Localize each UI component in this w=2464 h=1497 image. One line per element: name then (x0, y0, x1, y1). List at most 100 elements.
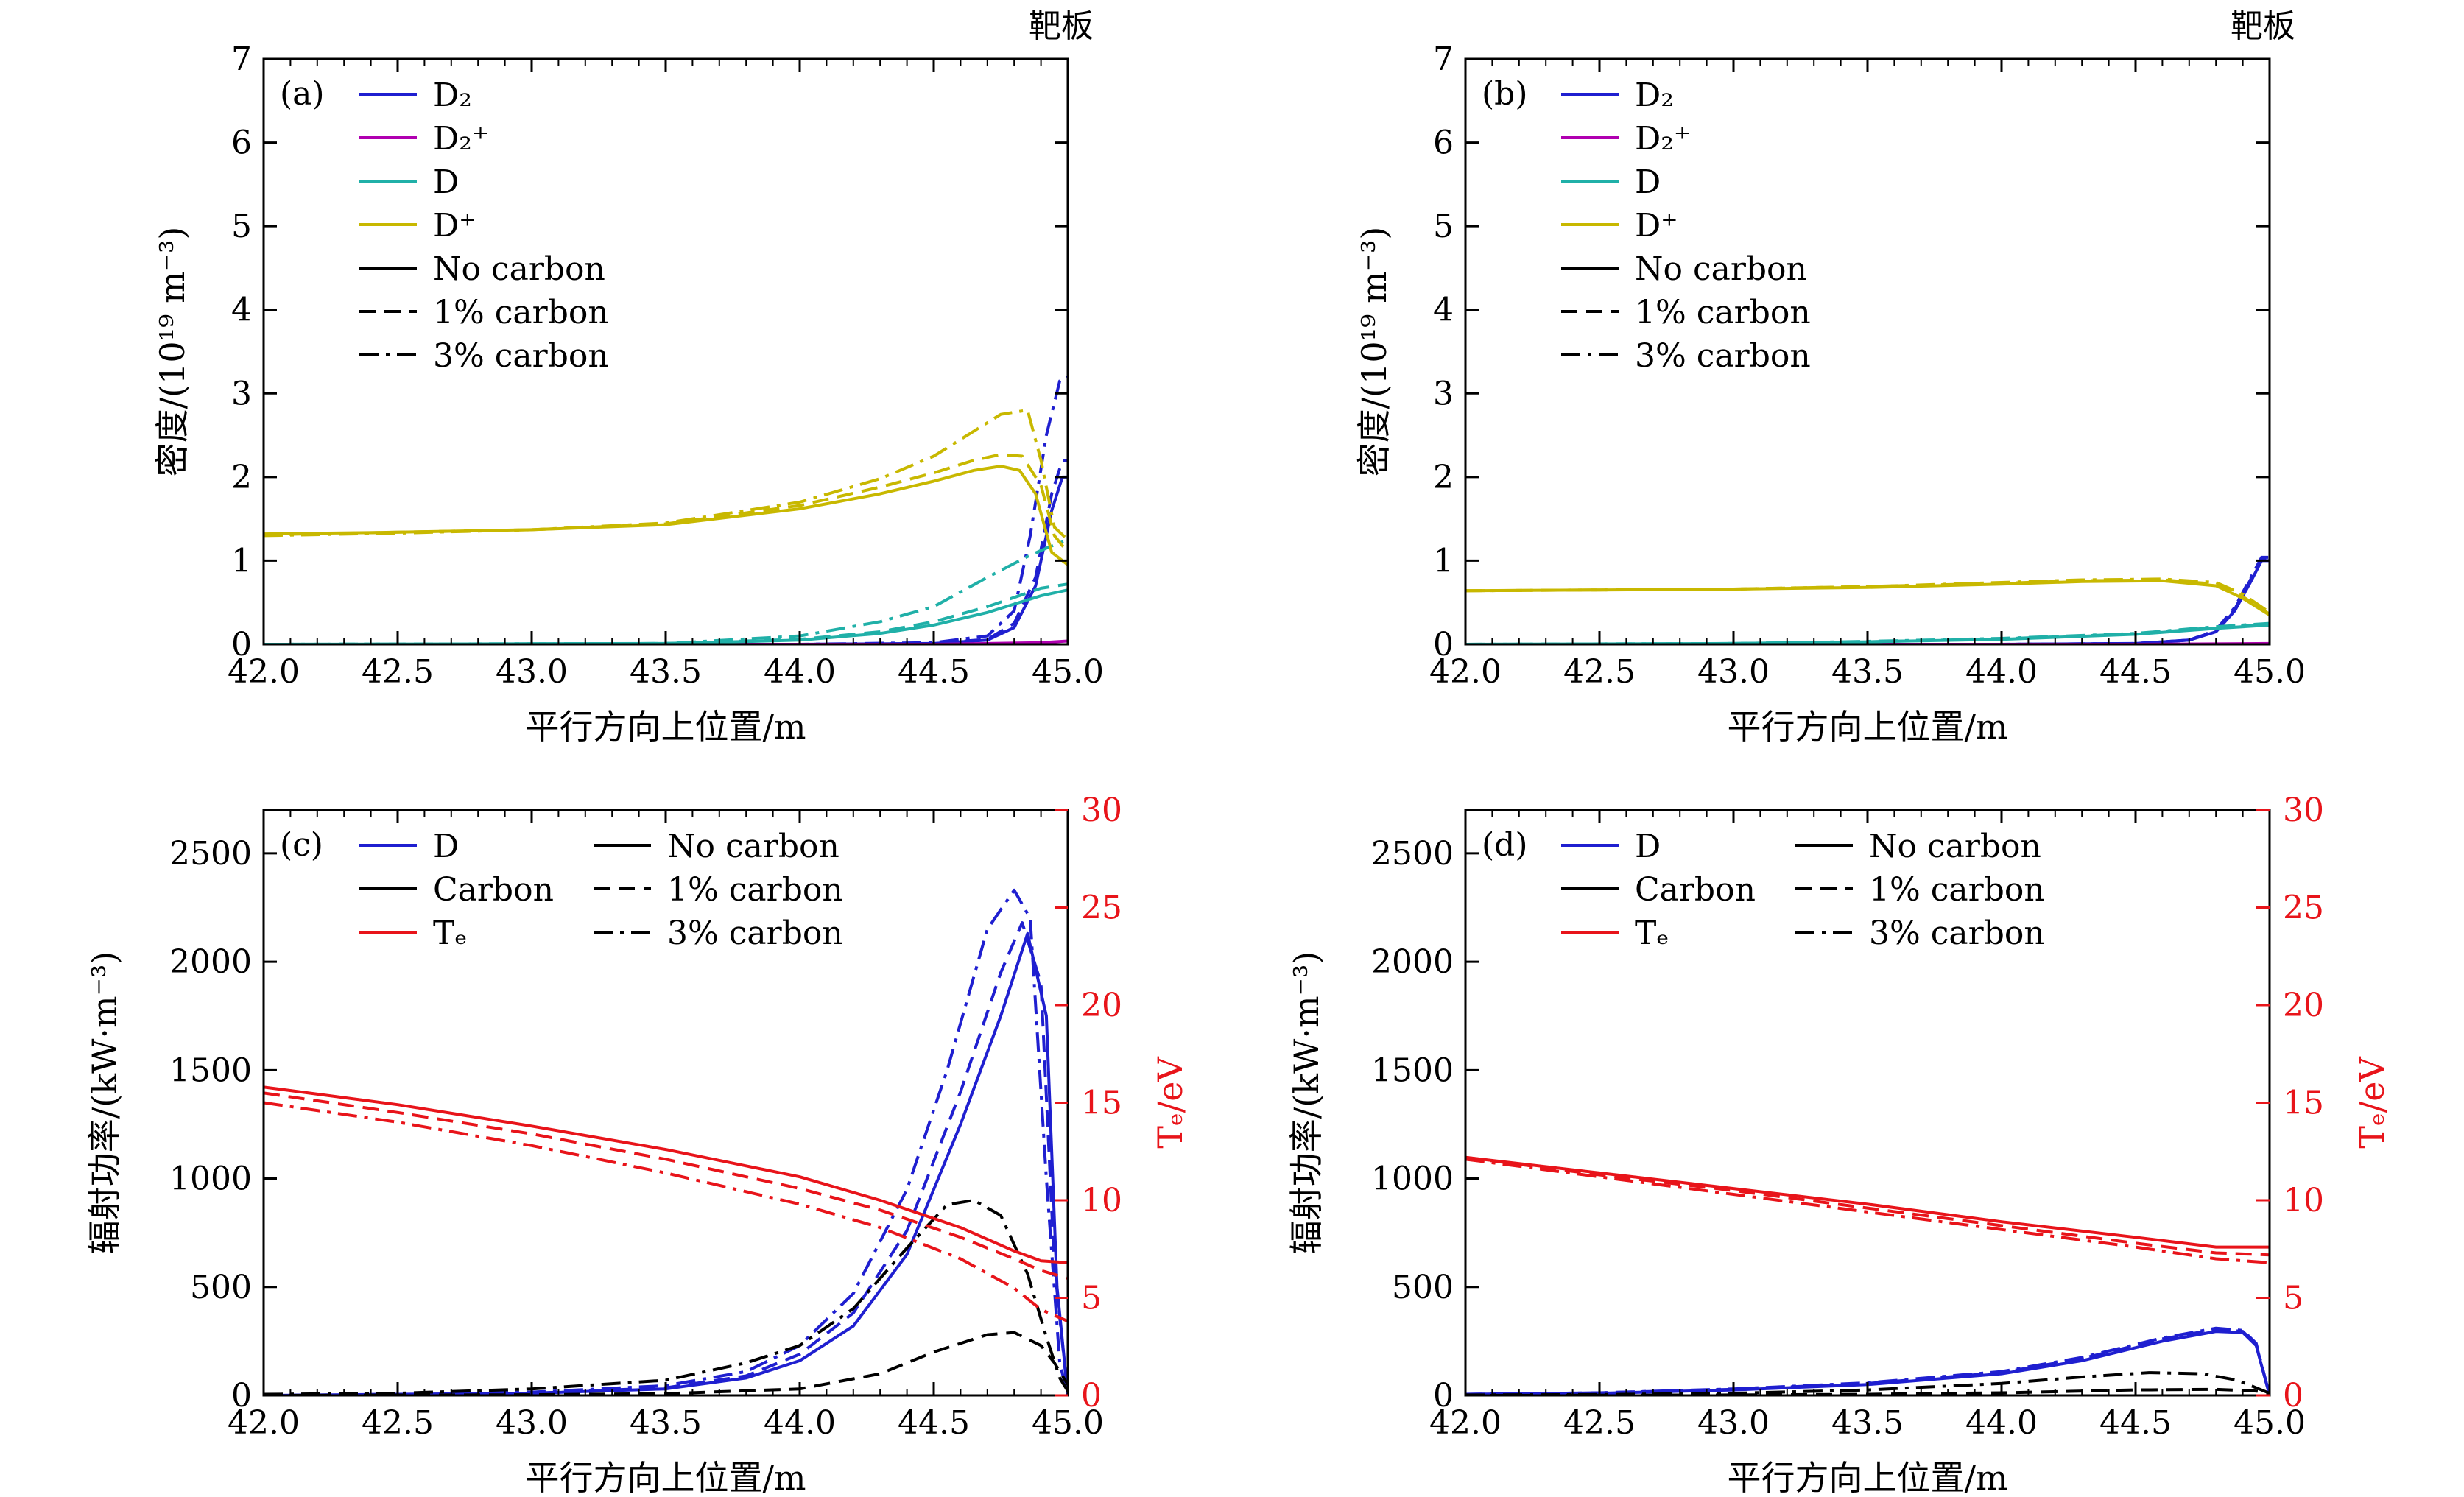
series-line-dplus-no-carbon (264, 465, 1068, 566)
x-tick-label: 44.5 (2099, 1404, 2172, 1442)
y2-tick-label: 25 (1081, 890, 1122, 927)
y-axis-label: 密度/(10¹⁹ m⁻³) (1354, 227, 1394, 477)
legend-label: D (433, 163, 459, 201)
x-axis-label: 平行方向上位置/m (525, 707, 806, 747)
y-tick-label: 4 (231, 292, 252, 329)
legend-label: 1% carbon (1869, 871, 2045, 909)
panel-label: (a) (280, 75, 325, 113)
y2-tick-label: 5 (1081, 1280, 1102, 1317)
x-tick-label: 44.5 (898, 1404, 970, 1442)
y-tick-label: 1 (231, 542, 252, 580)
series-line-dplus-3-carbon (264, 409, 1068, 541)
series-line-te-3-carbon (264, 1101, 1068, 1323)
legend-label: D (433, 828, 459, 865)
y-tick-label: 3 (231, 375, 252, 412)
series-line-te-no-carbon (264, 1085, 1068, 1264)
series-line-te-no-carbon (1465, 1155, 2270, 1249)
y2-tick-label: 25 (2283, 890, 2324, 927)
series-line-carbon-3-carbon (264, 1199, 1068, 1395)
x-tick-label: 42.5 (362, 653, 434, 691)
x-tick-label: 44.0 (764, 653, 836, 691)
series-line-te-1-carbon (264, 1091, 1068, 1280)
x-axis-label: 平行方向上位置/m (1727, 1458, 2007, 1497)
series-group (1465, 1155, 2270, 1395)
target-label: 靶板 (1029, 7, 1094, 45)
x-tick-label: 44.5 (2099, 653, 2172, 691)
y2-tick-label: 0 (1081, 1377, 1102, 1415)
y-tick-label: 7 (1433, 40, 1454, 78)
y-tick-label: 2000 (169, 943, 252, 981)
plot-frame (1464, 809, 2271, 1397)
legend-label: D₂⁺ (433, 120, 489, 158)
legend-label: 1% carbon (433, 294, 609, 331)
legend-label: Tₑ (1635, 915, 1669, 952)
series-line-d-3-carbon (264, 538, 1068, 644)
y2-tick-label: 20 (2283, 987, 2324, 1024)
y-axis-label: 密度/(10¹⁹ m⁻³) (152, 227, 192, 477)
y-tick-label: 6 (1433, 124, 1454, 162)
x-tick-label: 42.0 (228, 653, 300, 691)
y2-tick-label: 0 (2283, 1377, 2303, 1415)
y2-tick-label: 30 (2283, 792, 2324, 829)
x-tick-label: 42.0 (1429, 1404, 1502, 1442)
x-axis-label: 平行方向上位置/m (1727, 707, 2007, 747)
series-line-te-3-carbon (1465, 1158, 2270, 1264)
y-tick-label: 3 (1433, 375, 1454, 412)
y-axis-label: 辐射功率/(kW·m⁻³) (85, 951, 124, 1255)
y-tick-label: 1000 (169, 1160, 252, 1198)
panel-label: (c) (280, 826, 323, 864)
series-line-carbon-3-carbon (1465, 1371, 2270, 1395)
legend-label: D₂ (1635, 77, 1674, 114)
legend-label: D⁺ (433, 207, 476, 244)
legend-label: D₂⁺ (1635, 120, 1691, 158)
series-line-d_rad-3-carbon (264, 888, 1068, 1395)
legend-label: D⁺ (1635, 207, 1678, 244)
panel-label: (d) (1482, 826, 1528, 864)
y2-tick-label: 30 (1081, 792, 1122, 829)
x-tick-label: 43.0 (496, 1404, 568, 1442)
y2-tick-label: 15 (1081, 1085, 1122, 1122)
x-tick-label: 43.5 (1831, 653, 1904, 691)
x-tick-label: 44.5 (898, 653, 970, 691)
y-tick-label: 1500 (169, 1052, 252, 1089)
chart-panel-d: 42.0 42.5 43.0 43.5 44.0 44.5 45.0050010001500… (1286, 792, 2392, 1497)
y-tick-label: 2000 (1371, 943, 1454, 981)
y2-tick-label: 15 (2283, 1085, 2324, 1122)
legend-label: 1% carbon (1635, 294, 1811, 331)
x-tick-label: 45.0 (1032, 653, 1104, 691)
y2-tick-label: 10 (1081, 1182, 1122, 1219)
legend-label: No carbon (433, 250, 605, 288)
legend-label: D₂ (433, 77, 472, 114)
x-tick-label: 45.0 (2234, 653, 2306, 691)
x-tick-label: 43.0 (496, 653, 568, 691)
y-tick-label: 7 (231, 40, 252, 78)
legend-label: No carbon (667, 828, 839, 865)
y-tick-label: 500 (190, 1269, 252, 1306)
series-group (264, 888, 1068, 1395)
y-tick-label: 2500 (169, 835, 252, 873)
y-tick-label: 2 (231, 459, 252, 496)
chart-panel-c: 42.0 42.5 43.0 43.5 44.0 44.5 45.0050010001500… (85, 792, 1190, 1497)
y-tick-label: 6 (231, 124, 252, 162)
y2-axis-label: Tₑ/eV (2352, 1057, 2392, 1149)
x-tick-label: 42.5 (362, 1404, 434, 1442)
y2-tick-label: 20 (1081, 987, 1122, 1024)
y2-axis-label: Tₑ/eV (1150, 1057, 1190, 1149)
y-tick-label: 1500 (1371, 1052, 1454, 1089)
y-tick-label: 1 (1433, 542, 1454, 580)
y-tick-label: 5 (1433, 208, 1454, 245)
x-tick-label: 45.0 (1032, 1404, 1104, 1442)
y-tick-label: 0 (1433, 626, 1454, 663)
x-tick-label: 44.0 (764, 1404, 836, 1442)
panel-label: (b) (1482, 75, 1528, 113)
y-tick-label: 500 (1392, 1269, 1454, 1306)
legend-label: 3% carbon (667, 915, 843, 952)
legend: D Carbon Tₑ No carbon 1% carbon 3% carbon (1561, 828, 2045, 952)
legend-label: No carbon (1869, 828, 2041, 865)
y-tick-label: 2500 (1371, 835, 1454, 873)
plot-frame (262, 57, 1069, 646)
y-tick-label: 5 (231, 208, 252, 245)
y-tick-label: 4 (1433, 292, 1454, 329)
x-tick-label: 42.5 (1563, 1404, 1636, 1442)
